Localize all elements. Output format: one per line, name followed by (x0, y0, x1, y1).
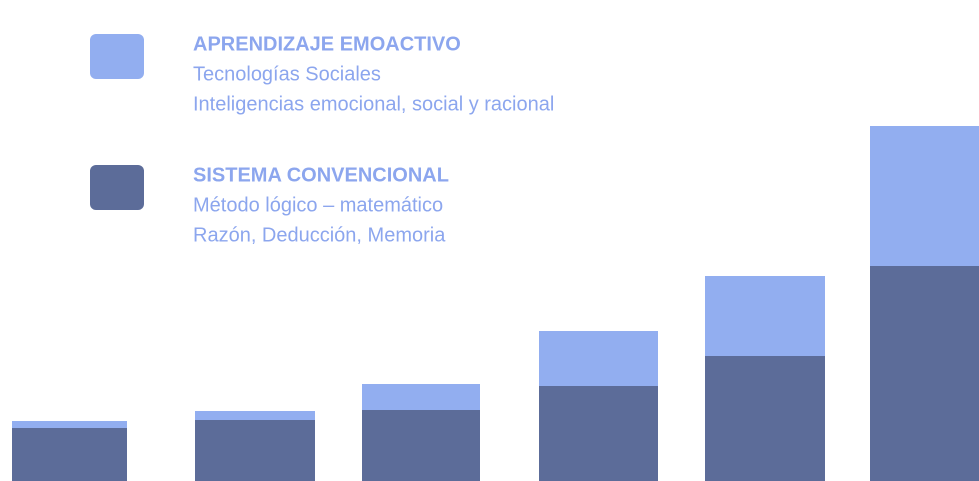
legend-description: Tecnologías Sociales (193, 63, 381, 85)
legend-title: SISTEMA CONVENCIONAL (193, 164, 449, 186)
bar-segment (539, 386, 658, 481)
legend-description: Método lógico – matemático (193, 194, 443, 216)
bar-segment (12, 421, 127, 428)
legend-swatch (90, 34, 144, 79)
bar-segment (362, 410, 480, 481)
legend-swatch (90, 165, 144, 210)
bar-segment (195, 411, 315, 420)
bar-segment (195, 420, 315, 481)
bar-segment (705, 356, 825, 481)
legend-description: Inteligencias emocional, social y racion… (193, 93, 554, 115)
bar-segment (870, 126, 979, 266)
bar-segment (362, 384, 480, 410)
legend-description: Razón, Deducción, Memoria (193, 224, 446, 246)
bar-segment (12, 428, 127, 481)
bar-segment (539, 331, 658, 386)
legend-title: APRENDIZAJE EMOACTIVO (193, 33, 461, 55)
bar-segment (705, 276, 825, 356)
bar-segment (870, 266, 979, 481)
